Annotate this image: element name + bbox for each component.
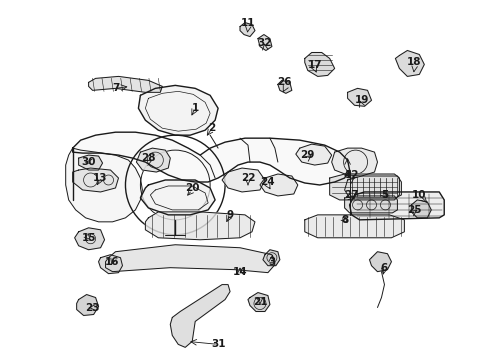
Text: 3: 3 (268, 257, 275, 267)
Text: 20: 20 (185, 183, 199, 193)
Polygon shape (74, 228, 104, 250)
Text: 18: 18 (407, 58, 421, 67)
Text: 7: 7 (112, 84, 119, 93)
Text: 9: 9 (226, 210, 234, 220)
Text: 14: 14 (233, 267, 247, 276)
Text: 22: 22 (241, 173, 255, 183)
Text: 8: 8 (341, 215, 348, 225)
Text: 23: 23 (85, 302, 100, 312)
Polygon shape (395, 50, 424, 76)
Text: 15: 15 (81, 233, 96, 243)
Text: 2: 2 (209, 123, 216, 133)
Polygon shape (332, 148, 377, 176)
Polygon shape (344, 176, 401, 198)
Polygon shape (141, 180, 215, 215)
Text: 27: 27 (344, 190, 359, 200)
Polygon shape (344, 196, 397, 213)
Text: 30: 30 (81, 157, 96, 167)
Polygon shape (105, 245, 275, 273)
Polygon shape (349, 192, 444, 220)
Text: 17: 17 (307, 60, 322, 71)
Text: 21: 21 (253, 297, 267, 306)
Polygon shape (263, 250, 280, 266)
Text: 12: 12 (344, 170, 359, 180)
Text: 10: 10 (412, 190, 427, 200)
Polygon shape (296, 144, 332, 165)
Text: 13: 13 (93, 173, 108, 183)
Polygon shape (138, 85, 218, 135)
Polygon shape (98, 255, 122, 274)
Polygon shape (89, 76, 162, 92)
Text: 26: 26 (278, 77, 292, 87)
Polygon shape (66, 148, 143, 222)
Text: 6: 6 (381, 263, 388, 273)
Text: 11: 11 (241, 18, 255, 28)
Polygon shape (76, 294, 98, 315)
Text: 28: 28 (141, 153, 156, 163)
Text: 4: 4 (344, 170, 351, 180)
Polygon shape (412, 200, 431, 218)
Text: 24: 24 (261, 177, 275, 187)
Polygon shape (305, 53, 335, 76)
Text: 25: 25 (407, 205, 421, 215)
Text: 1: 1 (192, 103, 199, 113)
Polygon shape (347, 88, 371, 106)
Polygon shape (248, 293, 270, 311)
Text: 32: 32 (258, 37, 272, 48)
Polygon shape (146, 212, 255, 240)
Polygon shape (73, 132, 349, 185)
Polygon shape (73, 168, 119, 192)
Polygon shape (330, 174, 399, 200)
Polygon shape (258, 35, 272, 50)
Text: 19: 19 (354, 95, 369, 105)
Polygon shape (278, 80, 292, 93)
Polygon shape (260, 174, 298, 196)
Polygon shape (78, 155, 102, 170)
Polygon shape (369, 252, 392, 272)
Text: 29: 29 (300, 150, 315, 160)
Text: 5: 5 (381, 190, 388, 200)
Polygon shape (171, 285, 230, 347)
Polygon shape (305, 215, 404, 238)
Polygon shape (240, 23, 255, 37)
Text: 16: 16 (105, 257, 120, 267)
Polygon shape (136, 148, 171, 172)
Polygon shape (222, 168, 265, 192)
Text: 31: 31 (211, 339, 225, 349)
